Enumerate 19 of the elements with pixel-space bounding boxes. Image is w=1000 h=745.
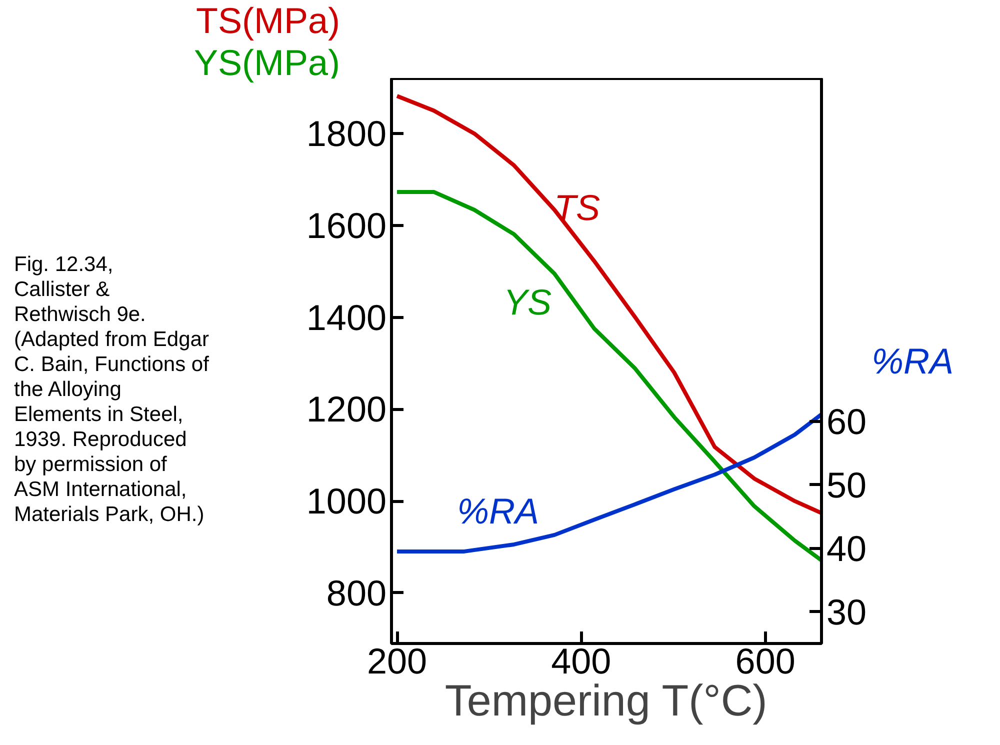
y-tick-label: 1600 <box>306 204 387 246</box>
y-tick-label: 1000 <box>306 480 387 522</box>
y-tick-label: 1400 <box>306 296 387 338</box>
y2-axis-title: %RA <box>872 340 954 382</box>
y2-tick-label: 30 <box>826 591 867 632</box>
y-tick-label: 1200 <box>306 388 387 430</box>
y-tick-label: 800 <box>326 572 387 614</box>
y-axis-title: TS(MPa) YS(MPa) <box>192 0 340 84</box>
series-label: %RA <box>456 490 539 532</box>
y2-tick-label: 60 <box>826 400 867 442</box>
line-series <box>395 190 822 562</box>
x-tick-label: 200 <box>366 640 428 682</box>
series-label: YS <box>503 282 552 323</box>
y2-tick-label: 40 <box>826 528 867 569</box>
y-tick-label: 1800 <box>306 113 387 154</box>
y2-tick-label: 50 <box>826 464 867 506</box>
text: Fig. 12.34, Callister & Rethwisch 9e. (Adapted from Edgar C. Bain, Functions of the Alloying Elements in Steel, 1939. Reproduced by permission of ASM International, Materials Park, OH.) <box>14 253 209 526</box>
line-series <box>395 412 822 554</box>
series-label: TS <box>554 186 600 228</box>
